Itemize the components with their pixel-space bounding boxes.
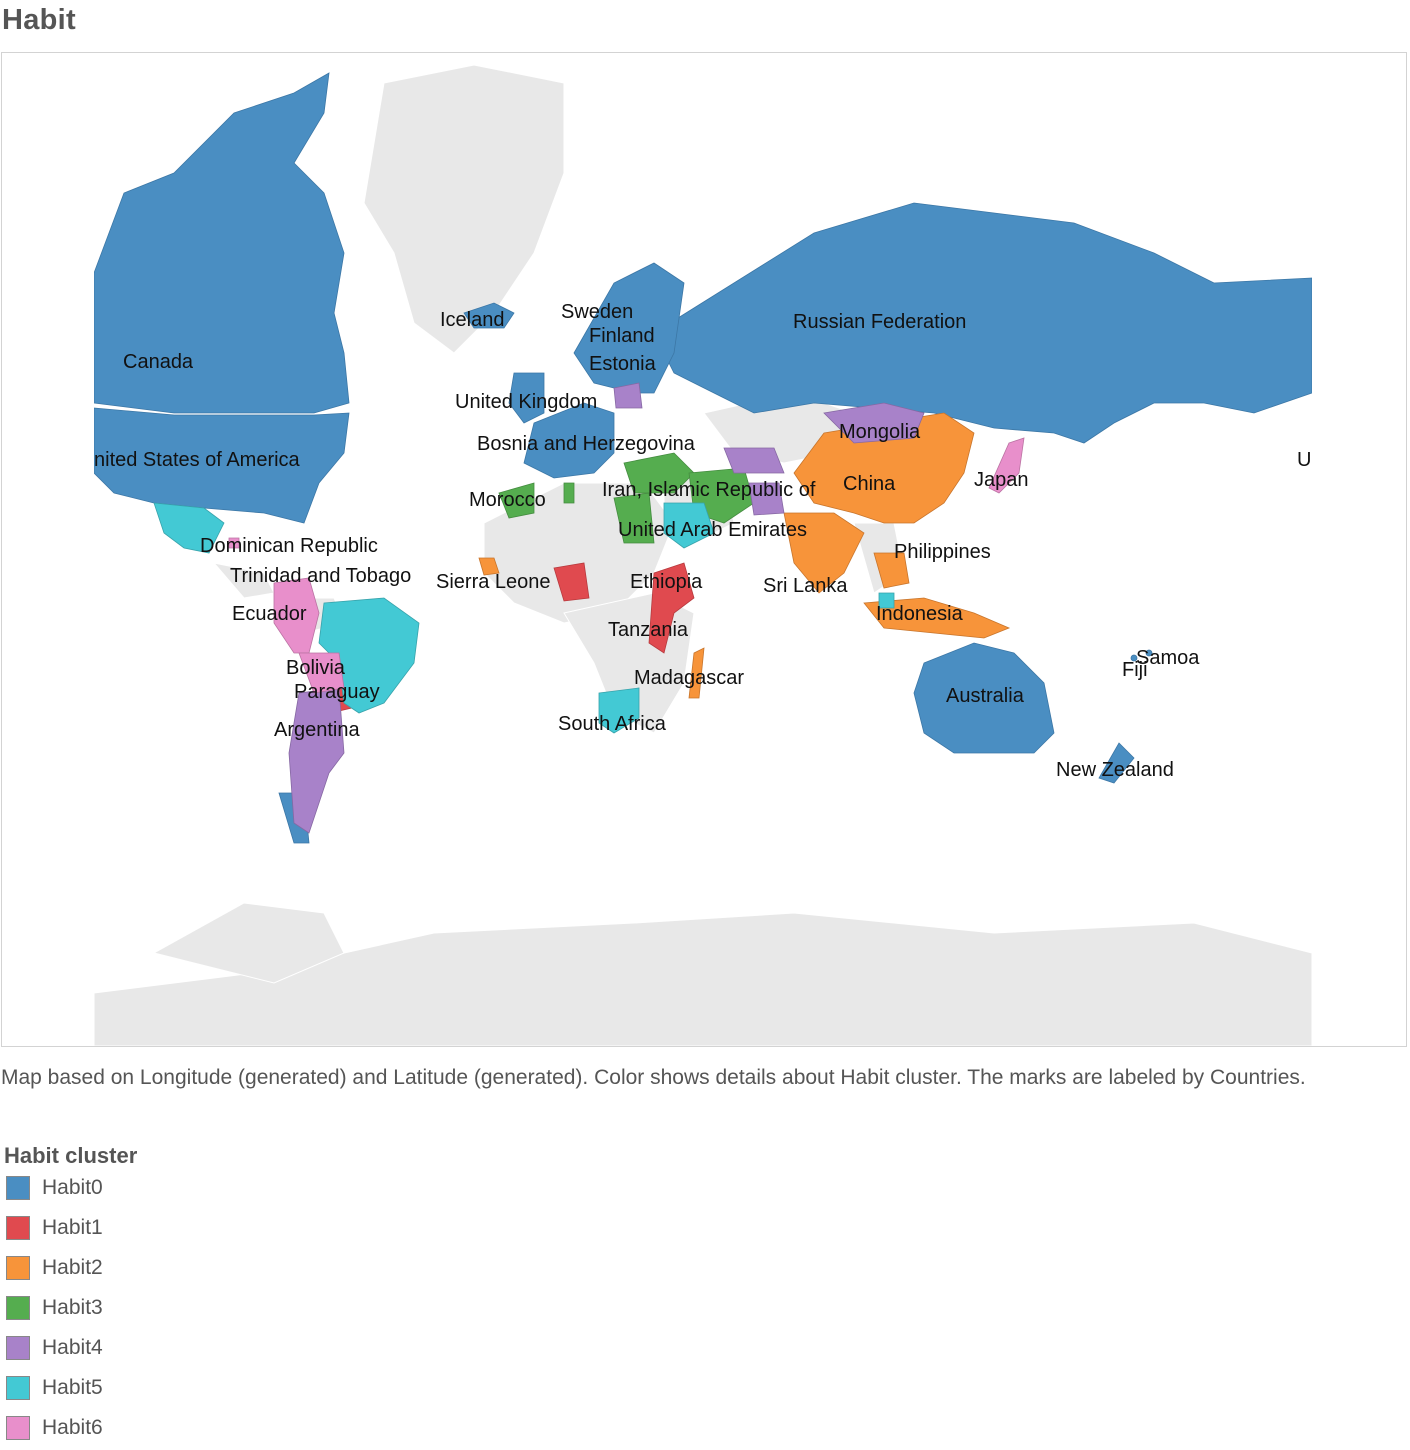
country-label: Samoa (1136, 647, 1200, 669)
legend-label: Habit5 (42, 1376, 103, 1399)
legend-item-habit6[interactable]: Habit6 (6, 1415, 103, 1441)
world-map[interactable] (94, 53, 1312, 1046)
country-label: U (1297, 449, 1312, 471)
legend-swatch (6, 1176, 30, 1200)
page-title: Habit (2, 4, 76, 36)
legend-swatch (6, 1336, 30, 1360)
country-label: Paraguay (294, 681, 380, 703)
country-label: Morocco (469, 489, 546, 511)
habit2-regions[interactable] (478, 412, 1011, 699)
country-label: Russian Federation (793, 311, 967, 333)
country-label: Canada (123, 351, 194, 373)
country-label: Fiji (1122, 659, 1148, 681)
legend-swatch (6, 1296, 30, 1320)
country-label: Philippines (894, 541, 991, 563)
country-label: Australia (946, 685, 1024, 707)
country-label: Sweden (561, 301, 634, 323)
country-label: Japan (974, 469, 1029, 491)
country-label: Iran, Islamic Republic of (602, 479, 816, 501)
country-label: Ethiopia (630, 571, 703, 593)
habit3-regions[interactable] (498, 452, 755, 544)
legend-swatch (6, 1216, 30, 1240)
map-caption: Map based on Longitude (generated) and L… (1, 1066, 1306, 1089)
country-label: Argentina (274, 719, 360, 741)
country-label: Bosnia and Herzegovina (477, 433, 695, 455)
country-label: Sri Lanka (763, 575, 848, 597)
country-label: Ecuador (232, 603, 307, 625)
country-label: Sierra Leone (436, 571, 551, 593)
country-label: Dominican Republic (200, 535, 378, 557)
country-label: Iceland (440, 309, 505, 331)
habit4-regions[interactable] (288, 382, 925, 834)
country-label: United Kingdom (455, 391, 598, 413)
legend-swatch (6, 1376, 30, 1400)
country-label: United Arab Emirates (618, 519, 807, 541)
country-label: China (843, 473, 896, 495)
legend-item-habit5[interactable]: Habit5 (6, 1375, 103, 1401)
habit6-regions[interactable] (228, 437, 1025, 694)
legend-title: Habit cluster (4, 1143, 138, 1168)
legend-label: Habit6 (42, 1416, 103, 1439)
map-view[interactable]: Canada nited States of America Iceland S… (1, 52, 1407, 1047)
country-label: South Africa (558, 713, 666, 735)
country-label: Indonesia (876, 603, 963, 625)
legend-item-habit2[interactable]: Habit2 (6, 1255, 103, 1281)
habit0-regions[interactable] (94, 72, 1312, 844)
legend-swatch (6, 1256, 30, 1280)
legend-item-habit0[interactable]: Habit0 (6, 1175, 103, 1201)
country-label: New Zealand (1056, 759, 1174, 781)
country-label: Mongolia (839, 421, 921, 443)
legend-label: Habit1 (42, 1216, 103, 1239)
habit5-regions[interactable] (153, 502, 895, 734)
legend-label: Habit3 (42, 1296, 103, 1319)
legend-item-habit1[interactable]: Habit1 (6, 1215, 103, 1241)
country-label: nited States of America (94, 449, 300, 471)
legend-label: Habit0 (42, 1176, 103, 1199)
legend-swatch (6, 1416, 30, 1440)
country-label: Finland (589, 325, 655, 347)
country-label: Tanzania (608, 619, 689, 641)
legend-item-habit4[interactable]: Habit4 (6, 1335, 103, 1361)
map-canvas[interactable]: Canada nited States of America Iceland S… (94, 53, 1312, 1046)
country-label: Trinidad and Tobago (230, 565, 412, 587)
country-label: Estonia (589, 353, 656, 375)
country-label: Bolivia (286, 657, 345, 679)
legend-item-habit3[interactable]: Habit3 (6, 1295, 103, 1321)
legend-label: Habit4 (42, 1336, 103, 1359)
legend-label: Habit2 (42, 1256, 103, 1279)
country-label: Madagascar (634, 667, 745, 689)
